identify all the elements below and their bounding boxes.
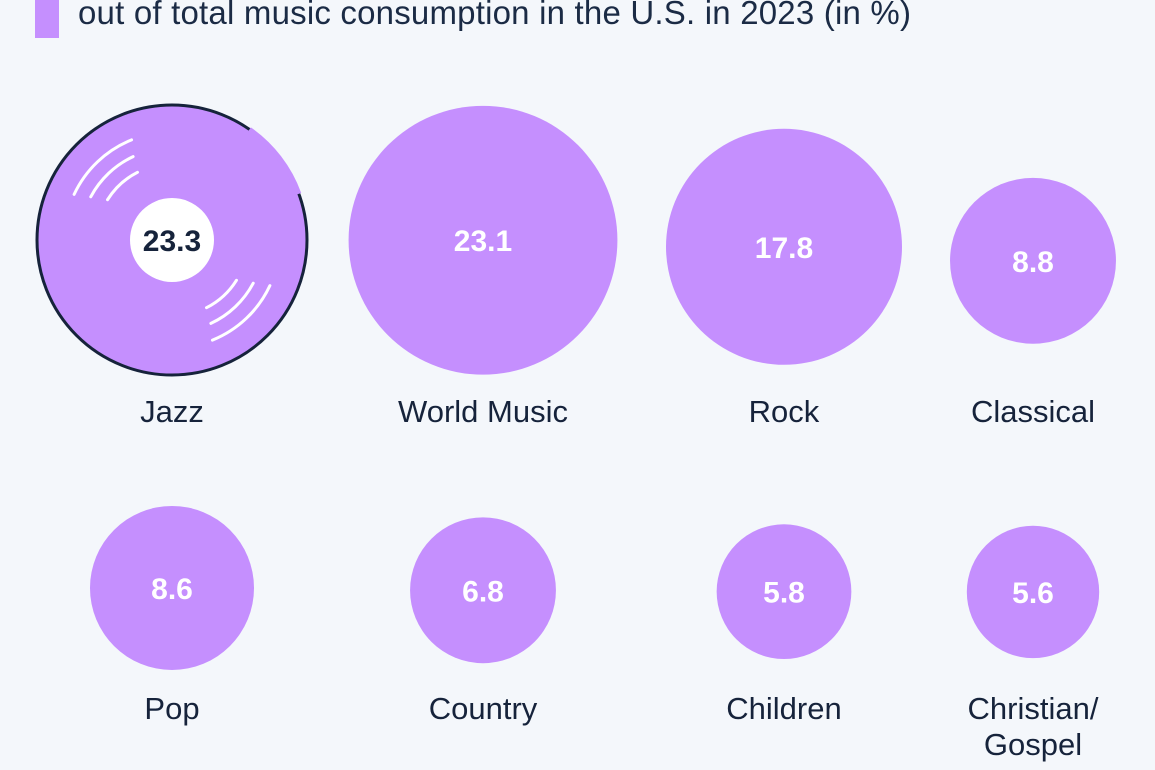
bubble-christian-gospel xyxy=(966,525,1100,659)
category-label-classical: Classical xyxy=(971,394,1095,429)
record-groove-1 xyxy=(89,155,135,199)
value-label-children: 5.8 xyxy=(763,577,805,610)
category-label-christian-gospel-line-2: Gospel xyxy=(984,727,1082,762)
record-groove-2 xyxy=(106,170,139,202)
category-label-children: Children xyxy=(726,691,841,726)
record-groove-0 xyxy=(72,138,134,196)
bubble-classical xyxy=(950,177,1116,344)
bubble-country xyxy=(410,517,556,664)
bubble-group-christian-gospel: 5.6 Christian/Gospel xyxy=(966,525,1100,762)
value-label-rock: 17.8 xyxy=(755,232,813,265)
bubble-rock xyxy=(666,128,902,365)
value-label-classical: 8.8 xyxy=(1012,246,1054,279)
value-label-christian-gospel: 5.6 xyxy=(1012,577,1054,610)
bubble-group-country: 6.8 Country xyxy=(410,517,556,726)
bubble-world-music xyxy=(348,105,618,375)
chart-subtitle: out of total music consumption in the U.… xyxy=(78,0,912,31)
record-groove-4 xyxy=(209,281,255,325)
record-label-center xyxy=(130,198,214,282)
value-label-jazz: 23.3 xyxy=(143,225,201,258)
record-groove-5 xyxy=(205,278,238,310)
bubble-group-pop: 8.6 Pop xyxy=(89,505,255,726)
category-label-rock: Rock xyxy=(749,394,820,429)
bubble-group-jazz: 23.3 Jazz xyxy=(35,103,309,429)
value-label-country: 6.8 xyxy=(462,575,504,608)
category-label-country: Country xyxy=(429,691,538,726)
category-label-pop: Pop xyxy=(144,691,199,726)
category-label-world-music: World Music xyxy=(398,394,568,429)
value-label-world-music: 23.1 xyxy=(454,225,512,258)
bubble-group-rock: 17.8 Rock xyxy=(666,128,902,429)
bubble-group-classical: 8.8 Classical xyxy=(950,177,1116,429)
record-groove-3 xyxy=(210,284,272,342)
value-label-pop: 8.6 xyxy=(151,573,193,606)
bubble-group-children: 5.8 Children xyxy=(716,524,852,726)
record-rim-highlight xyxy=(247,127,302,195)
category-label-christian-gospel-line-1: Christian/ xyxy=(968,691,1099,726)
title-accent-bar xyxy=(35,0,59,38)
bubble-pop xyxy=(89,505,255,671)
bubble-group-world-music: 23.1 World Music xyxy=(348,105,618,429)
category-label-jazz: Jazz xyxy=(140,394,204,429)
bubble-children xyxy=(716,524,852,660)
